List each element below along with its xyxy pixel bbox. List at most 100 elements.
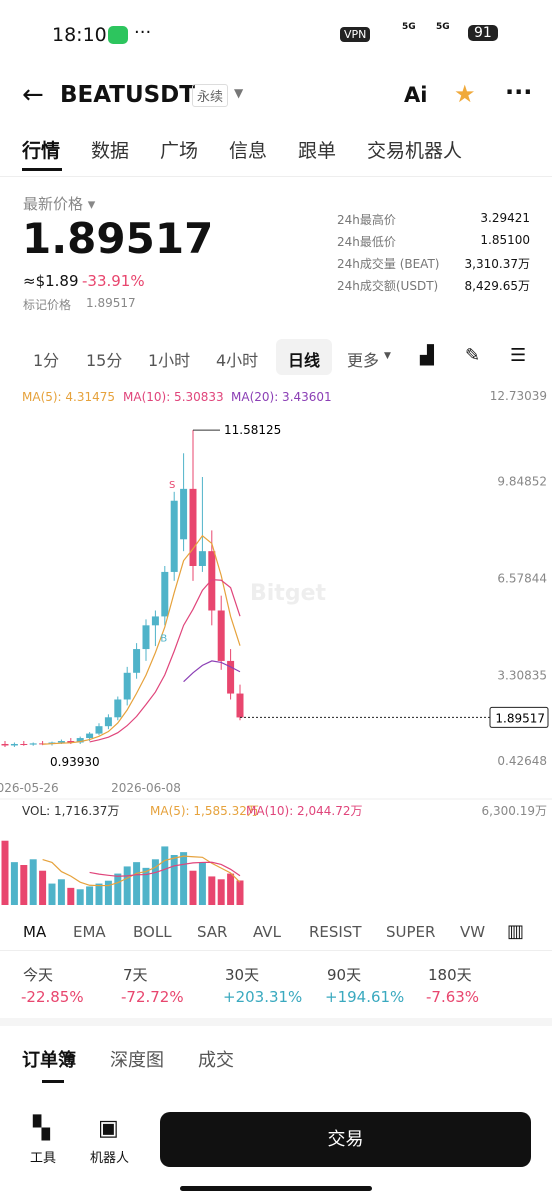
tab[interactable]: 信息 (229, 140, 268, 162)
period: 90天 (327, 966, 362, 984)
divider (0, 950, 552, 951)
orderbook-tab[interactable]: 深度图 (110, 1050, 164, 1071)
price-label: 最新价格 ▾ (23, 195, 96, 213)
interval[interactable]: 1小时 (148, 351, 191, 370)
indicator[interactable]: SUPER (386, 923, 436, 941)
x-date-label: 2026-06-08 (111, 781, 181, 795)
stat-value: 8,429.65万 (464, 279, 530, 293)
draw-icon[interactable]: ✎ (465, 345, 481, 366)
candle-body (114, 699, 122, 718)
volume-bar (189, 870, 197, 905)
tab[interactable]: 数据 (91, 140, 130, 162)
candle-body (86, 733, 94, 739)
wechat-icon (108, 26, 128, 44)
tools[interactable]: 工具 (30, 1151, 57, 1166)
indicator[interactable]: MA (23, 923, 47, 941)
volume-tick-label: 6,300.19万 (482, 804, 547, 818)
volume-legend: MA(10): 2,044.72万 (246, 804, 363, 818)
indicator[interactable]: SAR (197, 923, 228, 941)
interval[interactable]: 更多 (347, 351, 380, 370)
candle-body (1, 743, 9, 746)
buy-marker: B (160, 633, 167, 644)
indicator-settings[interactable]: ▥ (507, 921, 525, 942)
volume-bar (20, 865, 28, 905)
volume-bar (104, 880, 112, 905)
robot[interactable]: 机器人 (90, 1151, 130, 1166)
indicator[interactable]: AVL (253, 923, 281, 941)
mark-label: 标记价格 (23, 298, 72, 312)
volume-bar (133, 862, 141, 905)
symbol: BEATUSDT (60, 82, 195, 108)
interval[interactable]: 15分 (86, 351, 123, 370)
volume-bar (1, 840, 9, 905)
tab-underline (42, 1080, 64, 1083)
candle-body (76, 738, 84, 743)
volume-bar (76, 889, 84, 905)
back[interactable]: ← (22, 80, 44, 110)
current-price-box (489, 706, 549, 728)
y-tick-label: 12.73039 (490, 389, 547, 403)
tab[interactable]: 广场 (160, 140, 199, 162)
volume-bar (123, 866, 131, 905)
period-change: -72.72% (121, 988, 184, 1006)
x-date-label: 2026-05-26 (0, 781, 59, 795)
tab[interactable]: 交易机器人 (367, 140, 463, 162)
high-label: 11.58125 (224, 423, 281, 437)
usd: ≈$1.89 (23, 272, 79, 290)
tab[interactable]: 行情 (22, 140, 61, 162)
candle-body (161, 571, 169, 617)
price: 1.89517 (22, 214, 214, 263)
watermark: Bitget (250, 581, 326, 606)
change: -33.91% (82, 272, 145, 290)
candle-body (151, 616, 159, 626)
tools-icon[interactable]: ▚ (33, 1116, 50, 1141)
volume-bar (86, 886, 94, 905)
period: 180天 (428, 966, 472, 984)
interval[interactable]: 日线 (288, 351, 321, 370)
period: 今天 (23, 966, 54, 984)
y-tick-label: 0.42648 (497, 754, 547, 768)
chart-icon[interactable]: ▟ (420, 345, 434, 366)
divider (0, 1018, 552, 1026)
period: 30天 (225, 966, 260, 984)
stat-value: 3,310.37万 (464, 257, 530, 271)
dropdown[interactable]: ▼ (234, 86, 244, 100)
interval[interactable]: 4小时 (216, 351, 259, 370)
star[interactable]: ★ (454, 80, 476, 108)
stat-value: 1.85100 (480, 233, 530, 247)
indicator[interactable]: RESIST (309, 923, 362, 941)
stat-label: 24h成交额(USDT) (337, 279, 439, 293)
volume-bar (10, 862, 18, 905)
volume-bar (48, 883, 56, 905)
ma-line (42, 534, 241, 745)
divider (0, 176, 552, 177)
interval[interactable]: 1分 (33, 351, 60, 370)
indicator[interactable]: VW (460, 923, 486, 941)
orderbook-tab[interactable]: 成交 (198, 1050, 234, 1071)
ai[interactable]: Ai (404, 83, 428, 107)
candle-body (142, 625, 150, 650)
menu[interactable]: ··· (505, 78, 533, 106)
candle-body (57, 741, 65, 743)
stat-label: 24h最高价 (337, 213, 396, 227)
candle-body (180, 488, 188, 540)
indicator[interactable]: EMA (73, 923, 106, 941)
settings-icon[interactable]: ☰ (510, 345, 527, 366)
robot-icon[interactable]: ▣ (98, 1116, 119, 1141)
candle-body (123, 672, 131, 700)
volume-bar (39, 870, 47, 905)
tag: 永续 (192, 84, 229, 107)
orderbook-tab[interactable]: 订单簿 (22, 1050, 76, 1071)
candle-body (189, 488, 197, 566)
more-caret: ▼ (384, 351, 391, 361)
tab[interactable]: 跟单 (298, 140, 337, 162)
candle-body (217, 610, 225, 661)
net: 5G (402, 22, 416, 32)
trade-button[interactable]: 交易 (160, 1112, 531, 1167)
y-tick-label: 9.84852 (497, 474, 547, 488)
stat-label: 24h最低价 (337, 235, 396, 249)
period-change: -7.63% (426, 988, 480, 1006)
volume-bar (67, 887, 75, 905)
volume-bar (114, 873, 122, 905)
indicator[interactable]: BOLL (133, 923, 172, 941)
